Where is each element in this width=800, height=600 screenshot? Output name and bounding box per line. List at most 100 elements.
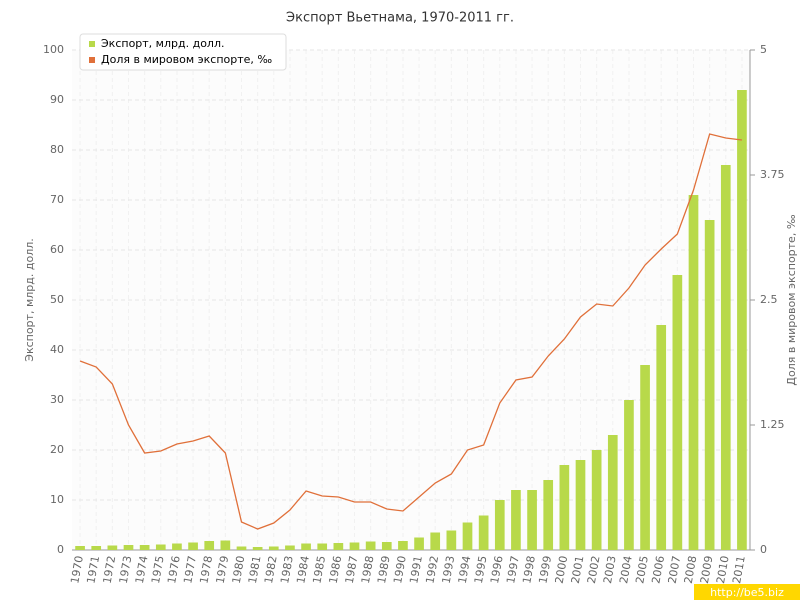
x-tick-label: 1980 [230, 555, 248, 585]
bar [737, 90, 747, 550]
y-tick-label: 20 [50, 443, 64, 456]
bar [446, 530, 457, 550]
y2-tick-label: 0 [760, 543, 767, 556]
bar [575, 460, 586, 550]
y2-tick-label: 1.25 [760, 418, 785, 431]
x-tick-label: 1984 [294, 555, 312, 585]
y2-axis-label: Доля в мировом экспорте, ‰ [785, 214, 798, 385]
x-tick-label: 1994 [456, 555, 474, 585]
x-tick-label: 1988 [359, 555, 377, 585]
bar [607, 435, 618, 550]
x-tick-label: 2000 [553, 555, 571, 585]
y-tick-label: 40 [50, 343, 64, 356]
x-tick-label: 1983 [278, 555, 296, 585]
x-tick-label: 1987 [343, 555, 361, 585]
x-tick-label: 1998 [520, 555, 538, 585]
y-tick-label: 100 [43, 43, 64, 56]
bar [91, 546, 102, 550]
bar [220, 540, 231, 550]
bar [527, 490, 537, 550]
y-tick-label: 0 [57, 543, 64, 556]
bar [301, 543, 311, 550]
x-tick-label: 2007 [666, 555, 684, 585]
x-tick-label: 1991 [407, 555, 425, 585]
x-tick-label: 1989 [375, 555, 393, 585]
x-tick-label: 2010 [714, 555, 732, 585]
bar [188, 542, 198, 550]
line [79, 133, 743, 530]
bar [123, 545, 134, 550]
watermark[interactable]: http://be5.biz [710, 586, 784, 599]
bar [704, 220, 715, 550]
bar [285, 545, 295, 550]
x-tick-label: 2009 [698, 555, 716, 585]
x-tick-label: 1975 [149, 555, 167, 585]
bar [478, 515, 489, 550]
bar [672, 275, 683, 550]
y-tick-label: 90 [50, 93, 64, 106]
y2-tick-label: 2.5 [760, 293, 778, 306]
bar [349, 542, 360, 550]
bar [511, 490, 521, 550]
x-tick-label: 1986 [327, 555, 345, 585]
bar [720, 165, 731, 550]
bar [75, 546, 85, 550]
x-tick-label: 2006 [649, 555, 667, 585]
y2-tick-label: 3.75 [760, 168, 785, 181]
bar [172, 543, 182, 550]
legend-label: Доля в мировом экспорте, ‰ [101, 53, 272, 66]
y-axis-label: Экспорт, млрд. долл. [23, 238, 36, 361]
bar [591, 450, 602, 550]
legend-marker [89, 41, 95, 47]
x-tick-label: 1970 [68, 555, 86, 585]
x-tick-label: 2011 [730, 555, 748, 585]
x-tick-label: 1982 [262, 555, 280, 585]
bar [204, 541, 215, 550]
bar [414, 537, 424, 550]
legend: Экспорт, млрд. долл. Доля в мировом экспо… [79, 33, 287, 71]
bar [494, 500, 505, 550]
x-tick-label: 1977 [181, 555, 199, 585]
bar [252, 547, 263, 550]
x-tick-label: 1996 [488, 555, 506, 585]
bar [155, 544, 166, 550]
bar [398, 541, 408, 550]
x-tick-label: 2002 [585, 555, 603, 585]
x-tick-label: 1973 [117, 555, 135, 585]
y-tick-label: 30 [50, 393, 64, 406]
x-tick-label: 2001 [569, 555, 587, 585]
x-tick-label: 1997 [504, 555, 522, 585]
x-tick-label: 1979 [214, 555, 232, 585]
x-tick-label: 2003 [601, 555, 619, 585]
x-tick-label: 1974 [133, 555, 151, 585]
bar [365, 541, 376, 550]
bar [333, 543, 344, 550]
y-tick-label: 70 [50, 193, 64, 206]
x-tick-label: 1972 [101, 555, 119, 585]
bar [543, 480, 554, 550]
x-tick-label: 2004 [617, 555, 635, 585]
bar [640, 365, 650, 550]
bar [381, 542, 392, 550]
y2-tick-label: 5 [760, 43, 767, 56]
y-tick-label: 50 [50, 293, 64, 306]
legend-box [79, 33, 287, 71]
watermark-bg [694, 584, 800, 600]
bar [688, 195, 699, 550]
x-tick-label: 1992 [423, 555, 441, 585]
bar [462, 522, 473, 550]
x-tick-label: 1976 [165, 555, 183, 585]
x-tick-label: 1990 [391, 555, 409, 585]
bar [268, 546, 279, 550]
x-tick-label: 1985 [310, 555, 328, 585]
bar [559, 465, 570, 550]
chart-title: Экспорт Вьетнама, 1970-2011 гг. [286, 11, 514, 26]
x-tick-label: 1981 [246, 555, 264, 585]
bar [107, 545, 118, 550]
bar [430, 532, 441, 550]
y-tick-label: 60 [50, 243, 64, 256]
x-tick-label: 2005 [633, 555, 651, 585]
x-tick-label: 2008 [682, 555, 700, 585]
bar [656, 325, 667, 550]
